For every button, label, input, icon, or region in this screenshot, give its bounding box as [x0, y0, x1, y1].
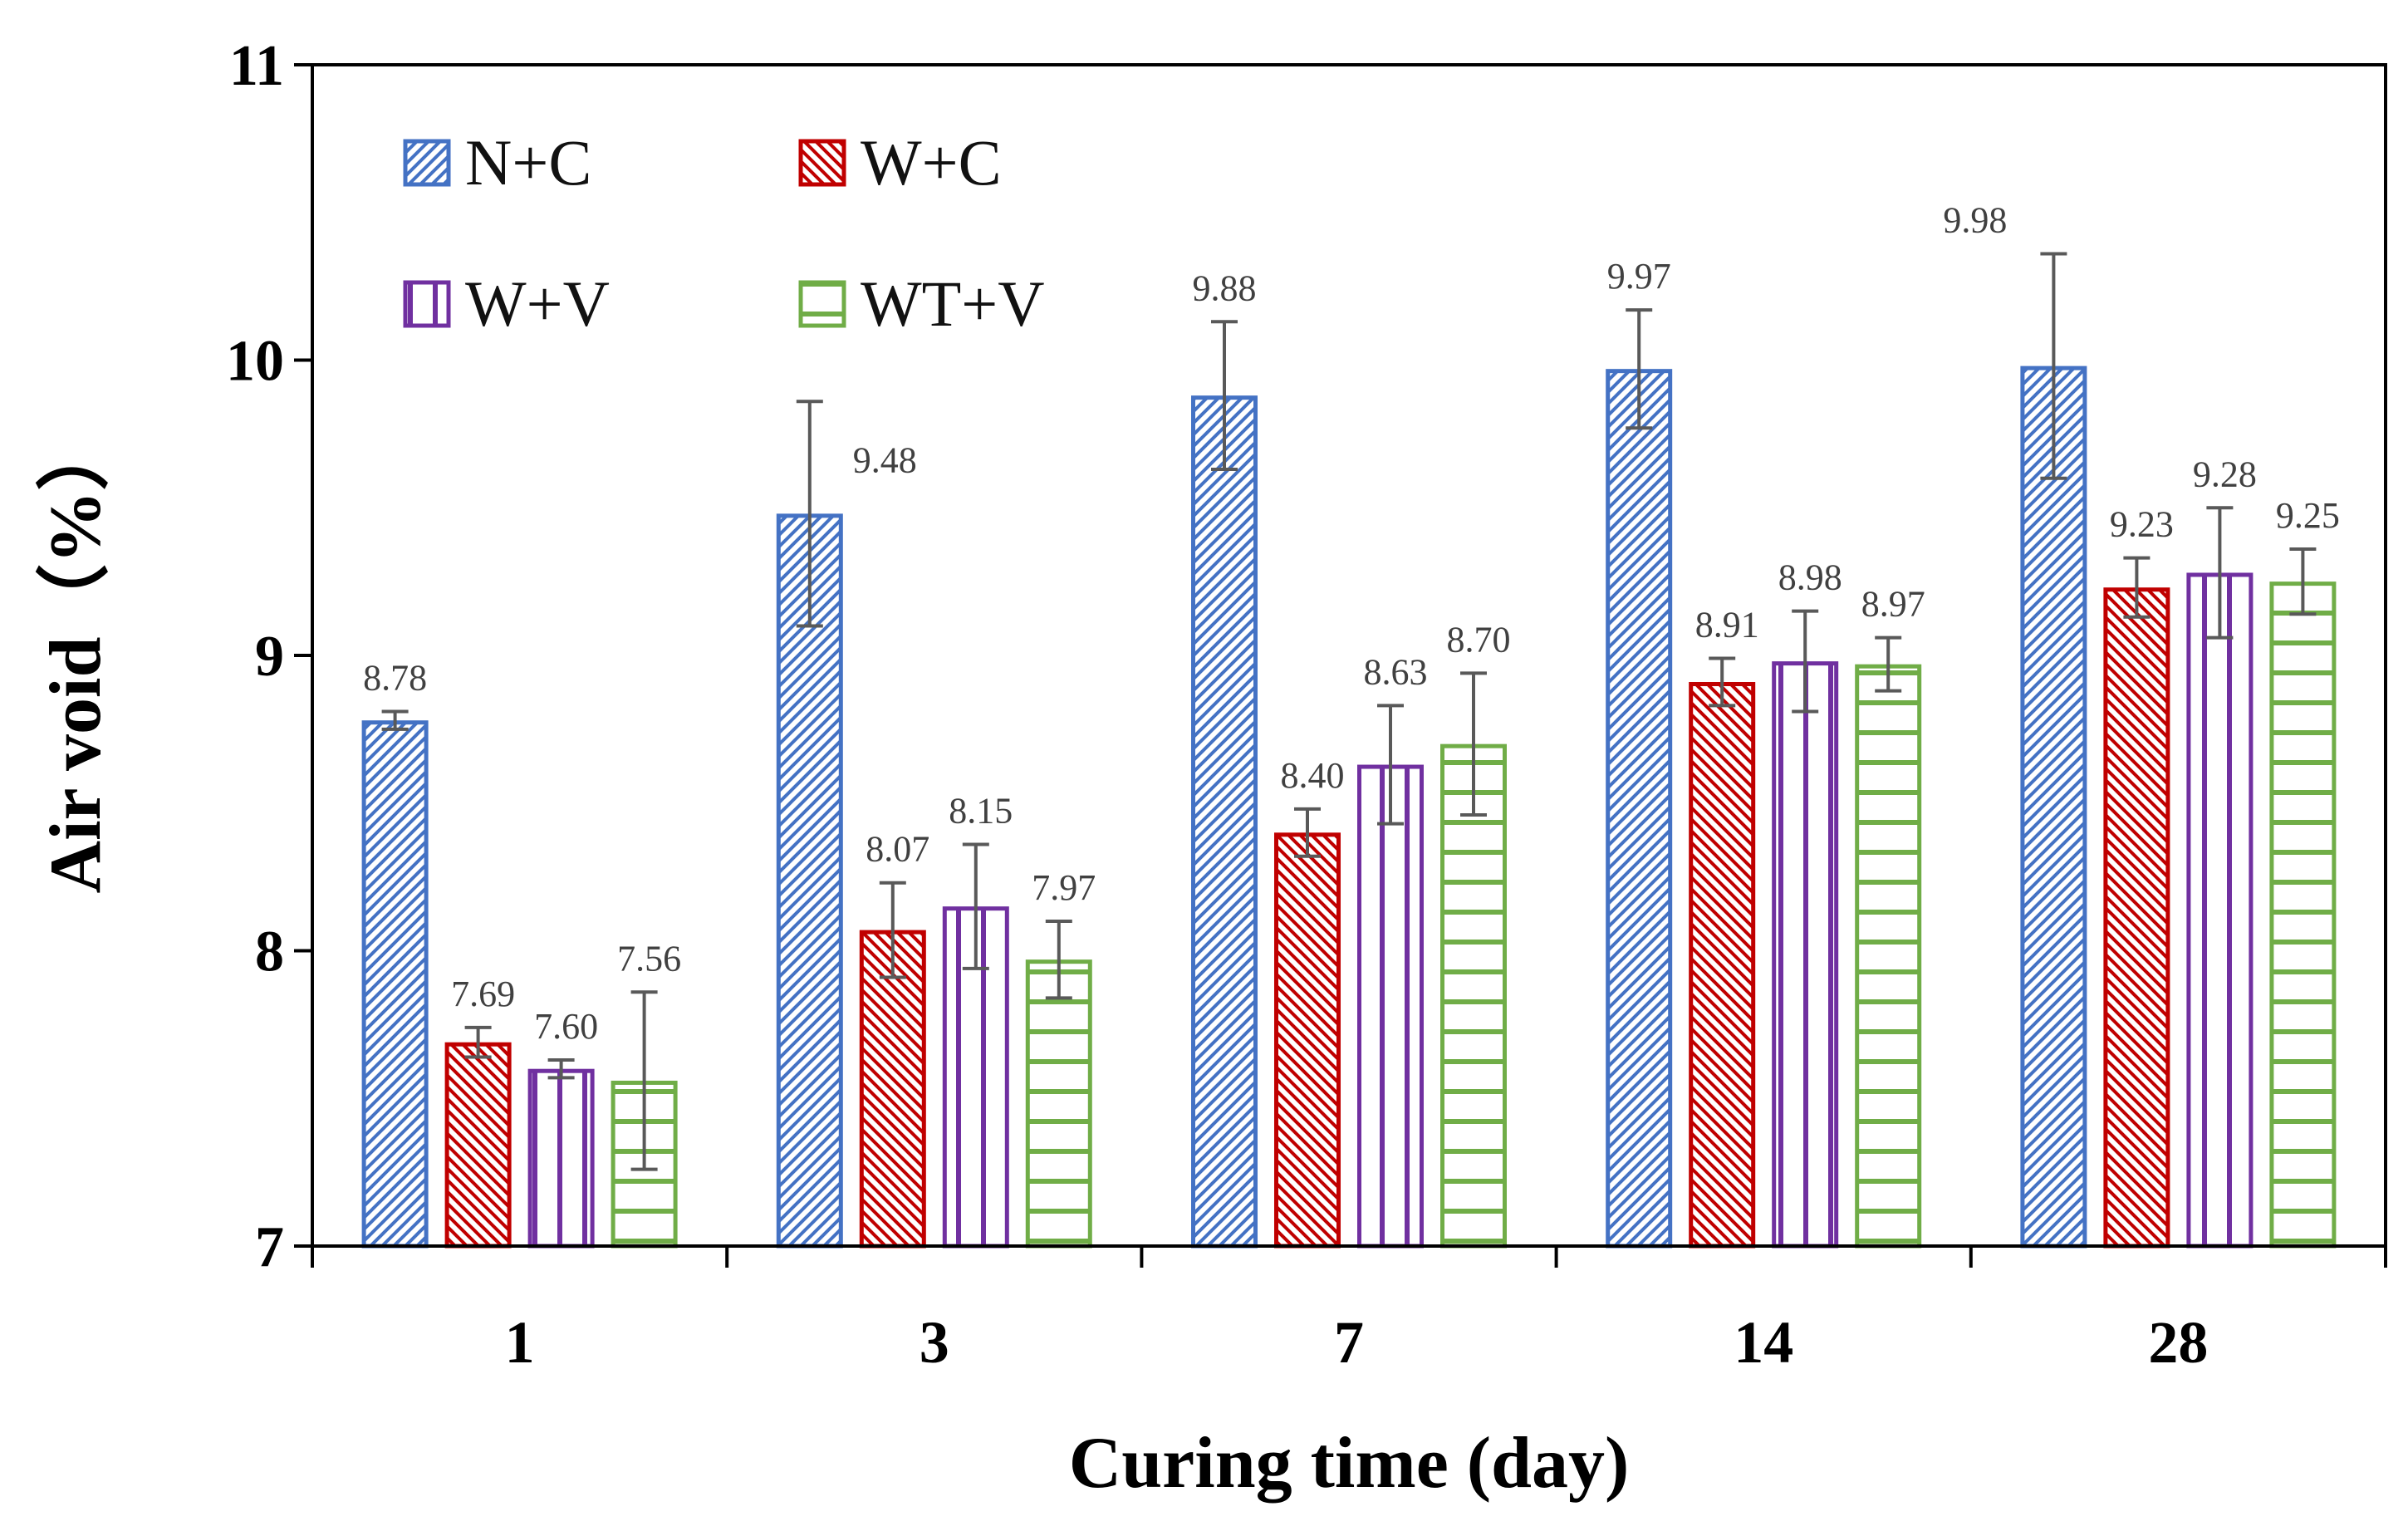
- data-label: 8.07: [866, 829, 929, 870]
- data-label: 7.60: [534, 1006, 598, 1047]
- bar: [1357, 764, 1424, 1249]
- bar: [1606, 369, 1673, 1249]
- legend: N+C W+C W+V WT+V: [403, 126, 1045, 340]
- bar: [444, 1042, 512, 1249]
- bar: [1440, 743, 1507, 1249]
- legend-label: N+C: [465, 126, 591, 199]
- bar: [1191, 395, 1258, 1249]
- data-label: 8.40: [1281, 755, 1345, 796]
- data-label: 9.88: [1193, 267, 1257, 308]
- bar: [361, 720, 429, 1249]
- bar: [1855, 664, 1922, 1249]
- data-label: 9.97: [1607, 256, 1671, 297]
- bar: [1689, 681, 1756, 1249]
- legend-swatch: [403, 139, 451, 187]
- data-label: 8.15: [949, 791, 1013, 832]
- bar: [1025, 959, 1092, 1249]
- y-tick-label: 7: [255, 1215, 284, 1279]
- data-label: 9.23: [2110, 504, 2174, 545]
- data-label: 8.91: [1695, 605, 1759, 645]
- x-tick-label: 14: [1734, 1309, 1793, 1376]
- data-label: 7.69: [451, 974, 515, 1014]
- data-label: 9.25: [2276, 495, 2340, 536]
- bar: [2269, 581, 2337, 1249]
- x-tick-label: 28: [2148, 1309, 2208, 1376]
- data-label: 8.97: [1861, 584, 1925, 625]
- legend-label: W+V: [465, 267, 610, 340]
- data-label: 9.48: [853, 439, 917, 480]
- plot-frame: [311, 63, 2387, 1248]
- y-axis-ticks: 7 8 9 10 11: [226, 34, 312, 1279]
- data-label: 7.56: [617, 938, 681, 979]
- y-tick-label: 9: [255, 625, 284, 689]
- legend-label: WT+V: [861, 267, 1045, 340]
- bar: [1772, 661, 1839, 1249]
- bar: [776, 513, 843, 1249]
- legend-swatch: [798, 139, 846, 187]
- legend-swatch: [798, 280, 846, 328]
- bar: [2020, 366, 2087, 1249]
- x-tick-label: 3: [920, 1309, 949, 1376]
- data-label: 8.63: [1364, 651, 1428, 692]
- x-axis-title: Curing time (day): [1069, 1423, 1630, 1504]
- bars: [361, 366, 2337, 1249]
- x-tick-label: 1: [505, 1309, 535, 1376]
- data-label: 8.98: [1778, 557, 1842, 598]
- error-bars: [381, 252, 2317, 1171]
- x-axis-ticks: 1 3 7 14 28: [311, 1246, 2387, 1376]
- data-label: 8.70: [1447, 619, 1511, 660]
- y-tick-label: 10: [226, 330, 284, 394]
- data-label: 9.98: [1943, 200, 2007, 241]
- data-label: 8.78: [363, 658, 427, 699]
- bar: [859, 930, 926, 1249]
- data-labels: 8.78 9.48 9.88 9.97 9.98 7.69 8.07 8.40 8.91 9.23…: [363, 200, 2340, 1048]
- data-label: 7.97: [1032, 867, 1096, 908]
- y-tick-label: 11: [229, 34, 284, 98]
- y-axis-title: Air void（%）: [36, 418, 116, 894]
- bar: [1274, 832, 1341, 1249]
- data-label: 9.28: [2193, 454, 2257, 494]
- x-tick-label: 7: [1334, 1309, 1364, 1376]
- bar: [2103, 587, 2170, 1249]
- bar: [527, 1068, 595, 1249]
- legend-swatch: [403, 280, 451, 328]
- legend-label: W+C: [861, 126, 1002, 199]
- bar: [2186, 572, 2254, 1249]
- y-tick-label: 8: [255, 920, 284, 984]
